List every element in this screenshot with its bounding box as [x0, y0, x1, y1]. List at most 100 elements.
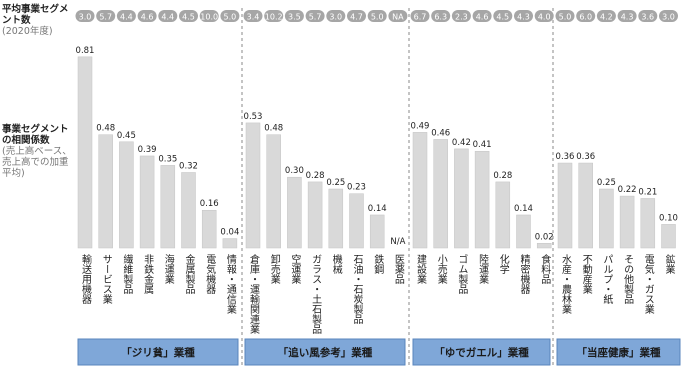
- category-label: 石油・石炭製品: [351, 254, 363, 325]
- category-label: 医薬品: [392, 254, 404, 285]
- category-label: パルプ・紙: [601, 254, 613, 305]
- bar: [640, 198, 656, 249]
- segment-label: 4.4: [120, 13, 133, 22]
- segment-pill: [451, 10, 471, 22]
- segment-label: 4.6: [476, 13, 489, 22]
- segment-label: 5.7: [309, 13, 322, 22]
- segment-label: 4.5: [496, 13, 509, 22]
- segment-pill: [199, 10, 219, 22]
- value-label: 0.21: [638, 187, 657, 197]
- segment-label: 3.5: [288, 13, 301, 22]
- segment-label: 5.0: [224, 13, 237, 22]
- category-label: ガラス・土石製品: [310, 254, 322, 335]
- segment-pill: [555, 10, 575, 22]
- bar: [661, 224, 676, 249]
- segment-pill: [514, 10, 533, 22]
- segment-label: 10.2: [265, 13, 283, 22]
- category-label: 不動産業: [580, 254, 592, 295]
- segment-label: 3.0: [329, 13, 342, 22]
- category-label: 輸送用機器: [80, 253, 92, 305]
- bar: [557, 162, 573, 249]
- bar: [287, 176, 302, 249]
- value-label: 0.36: [576, 152, 595, 162]
- segment-label: 4.2: [600, 13, 613, 22]
- bar: [77, 56, 93, 249]
- category-label: 化学: [497, 253, 509, 274]
- category-label: 金属製品: [183, 253, 195, 295]
- segment-pill: [326, 10, 346, 22]
- segment-pill: [410, 10, 430, 22]
- bar: [516, 214, 531, 249]
- segment-pill: [617, 10, 637, 22]
- segment-label: 5.7: [99, 13, 112, 22]
- segment-pill: [388, 10, 408, 22]
- bar: [98, 134, 113, 249]
- segment-label: 4.4: [161, 13, 174, 22]
- bar: [245, 122, 261, 249]
- segment-pill: [158, 10, 178, 22]
- segment-label: 4.3: [621, 13, 634, 22]
- value-label: 0.22: [618, 185, 637, 195]
- segment-pill: [179, 10, 198, 22]
- group-label: 「追い風参考」業種: [278, 346, 373, 359]
- segment-pill: [596, 10, 616, 22]
- value-label: 0.39: [138, 145, 157, 155]
- segment-label: 5.0: [559, 13, 572, 22]
- value-label: 事業セグメントの相関係数 (売上高ベース、売上高での加重平均): [2, 124, 74, 179]
- value-label: 0.48: [264, 124, 283, 134]
- category-label: ゴム製品: [456, 253, 468, 295]
- category-label: 小売業: [435, 254, 447, 285]
- segment-label: 4.5: [182, 13, 195, 22]
- category-label: 建設業: [415, 253, 427, 285]
- value-label: 0.28: [306, 171, 325, 181]
- value-label: 0.35: [158, 154, 177, 164]
- value-label: 0.81: [76, 46, 95, 56]
- segment-pill: [347, 10, 366, 22]
- segment-pill: [576, 10, 596, 22]
- value-subtitle: (売上高ベース、売上高での加重平均): [2, 146, 72, 179]
- segment-pill: [220, 10, 240, 22]
- value-label: 0.46: [431, 128, 450, 138]
- value-label: 0.16: [200, 199, 219, 209]
- group-label: 「ゆでガエル」業種: [434, 346, 529, 359]
- segment-label: 4.7: [350, 13, 363, 22]
- group-box: [556, 338, 681, 366]
- category-label: 情報・通信業: [224, 253, 236, 315]
- segment-label: 平均事業セグメント数 (2020年度): [2, 4, 74, 37]
- segment-pill: [472, 10, 492, 22]
- bar: [536, 243, 552, 249]
- segment-label: 3.0: [79, 13, 92, 22]
- segment-pill: [305, 10, 325, 22]
- bar: [474, 150, 490, 249]
- bar: [412, 132, 428, 249]
- group-box: [244, 338, 406, 366]
- value-label: 0.53: [244, 112, 263, 122]
- bar: [578, 162, 593, 249]
- group-label: 「当座健康」業種: [577, 346, 661, 359]
- bar: [349, 193, 364, 249]
- category-label: 機械: [330, 253, 342, 275]
- category-label: その他製品: [622, 254, 634, 305]
- segment-label: 4.3: [517, 13, 530, 22]
- value-label: 0.30: [285, 166, 304, 176]
- value-label: 0.32: [179, 161, 198, 171]
- segment-pill: [534, 10, 554, 22]
- segment-label: 5.0: [371, 13, 384, 22]
- category-label: 卸売業: [268, 253, 280, 285]
- bar: [454, 148, 469, 249]
- value-title: 事業セグメントの相関係数: [2, 124, 69, 146]
- category-label: 海運業: [162, 253, 174, 285]
- segment-pill: [367, 10, 387, 22]
- segment-label: 3.4: [247, 13, 260, 22]
- segment-label: 6.0: [579, 13, 592, 22]
- segment-title: 平均事業セグメント数: [2, 4, 69, 26]
- segment-pill: [116, 10, 136, 22]
- segment-label: 6.7: [414, 13, 427, 22]
- value-label: 0.04: [220, 228, 239, 238]
- segment-label: 3.6: [641, 13, 654, 22]
- bar: [160, 165, 176, 249]
- bar: [433, 139, 448, 249]
- value-label: 0.14: [514, 204, 533, 214]
- bar: [369, 214, 385, 249]
